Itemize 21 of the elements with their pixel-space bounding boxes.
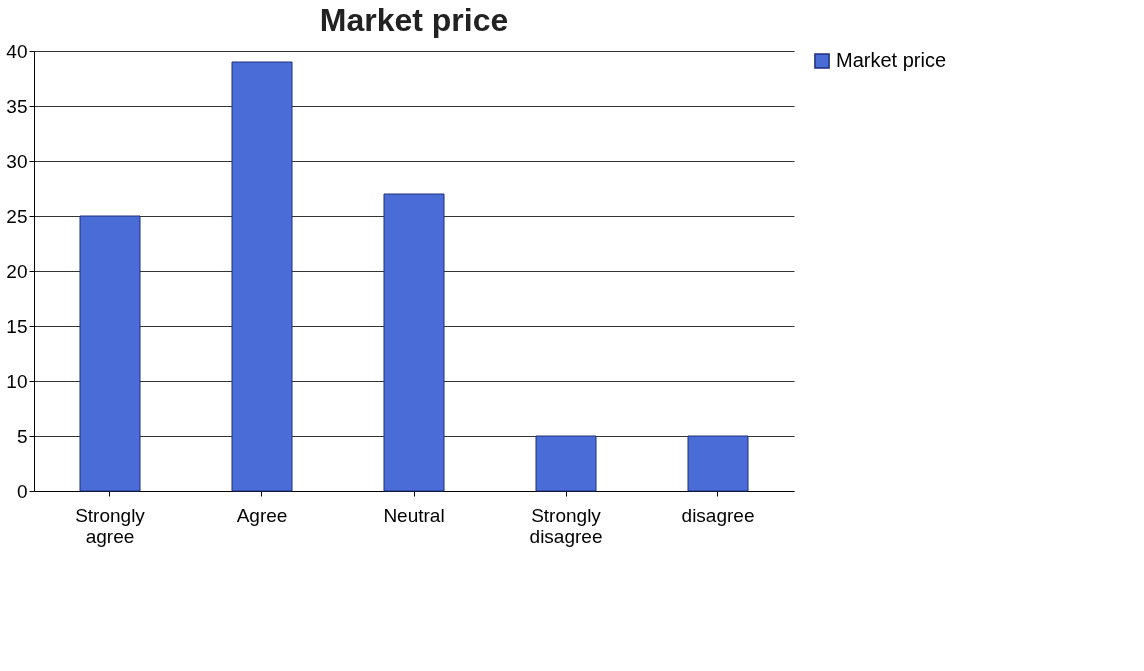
x-tick-label: Neutral [383,504,445,526]
legend-label: Market price [836,49,947,71]
bar [535,435,597,492]
bar [687,435,749,492]
y-tick-label: 30 [6,150,28,172]
y-tick-label: 20 [6,260,28,282]
y-tick-label: 40 [6,40,28,62]
y-tick-label: 15 [6,315,28,337]
x-tick-label: disagree [681,504,755,526]
chart-title: Market price [319,2,509,38]
y-tick-label: 10 [6,370,28,392]
y-tick-label: 25 [6,205,28,227]
x-tick-label: Strongly agree [75,504,146,547]
y-tick-label: 5 [16,425,28,447]
bar [383,193,445,492]
y-tick-label: 0 [16,480,28,502]
bar [231,61,293,492]
y-tick-label: 35 [6,95,28,117]
bar [79,215,141,492]
x-tick-label: Agree [236,504,288,526]
x-tick-label: Strongly disagree [529,504,603,547]
